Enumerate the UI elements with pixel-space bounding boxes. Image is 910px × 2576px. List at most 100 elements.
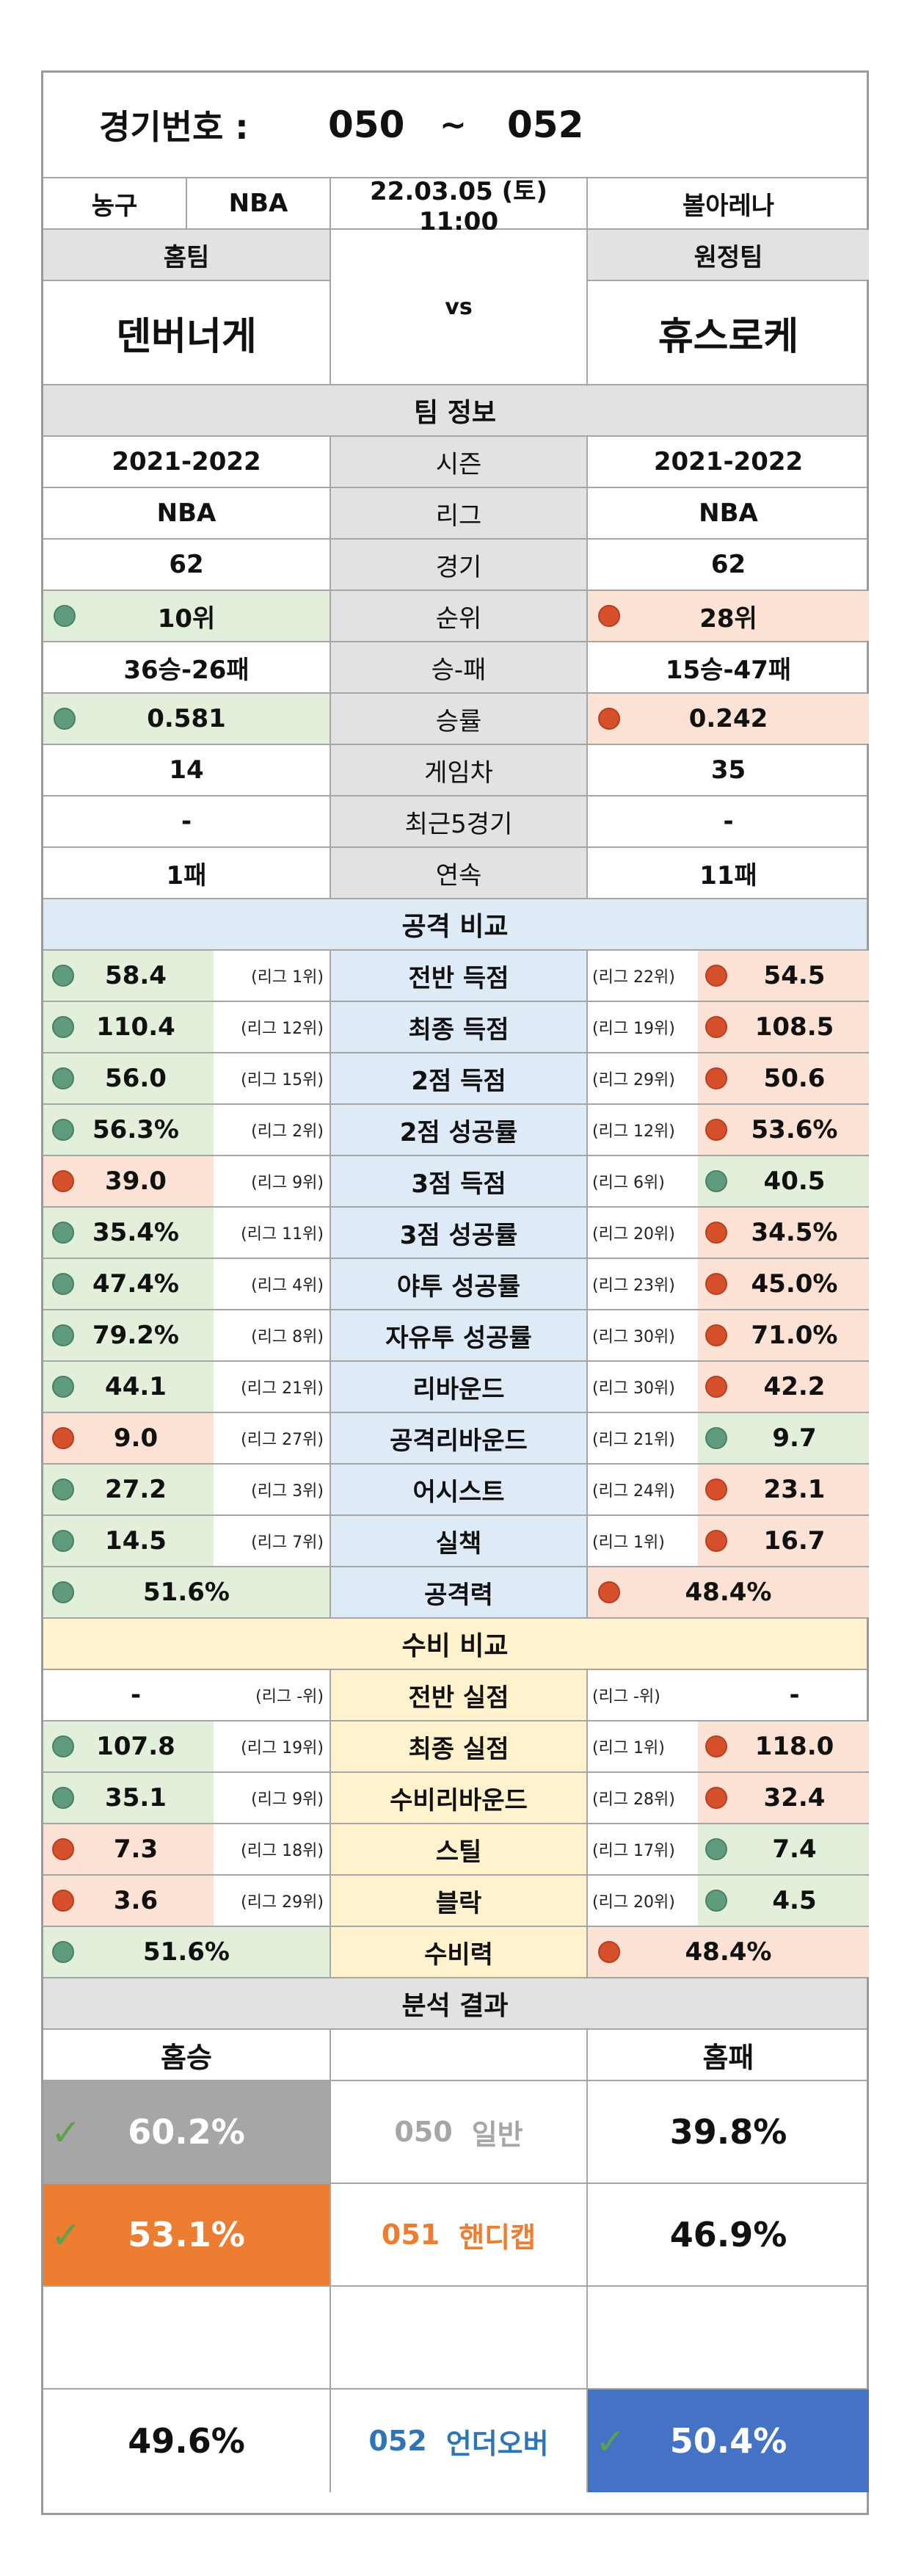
attack-home-rank: (리그 2위) — [214, 1105, 331, 1155]
defense-away-rank: (리그 -위) — [592, 1688, 660, 1706]
attack-total-away: 48.4% — [588, 1567, 869, 1617]
home-indicator-dot — [52, 1890, 74, 1912]
datetime-cell: 22.03.05 (토) 11:00 — [331, 177, 588, 236]
attack-title-row: 공격 비교 — [43, 899, 867, 951]
attack-home-value: 35.4% — [43, 1208, 214, 1258]
analysis-home-percent: 53.1% — [43, 2184, 331, 2285]
away-indicator-dot — [705, 965, 727, 987]
away-indicator-dot — [705, 1324, 727, 1346]
analysis-home-header: 홈승 — [43, 2030, 331, 2080]
team-info-away-value: 11패 — [699, 860, 757, 890]
match-number-header: 경기번호 : 050 ~ 052 — [43, 73, 867, 178]
team-info-away-value: 2021-2022 — [653, 447, 804, 476]
home-team-name: 덴버너게 — [43, 281, 331, 384]
attack-away-value: 71.0% — [698, 1310, 869, 1360]
home-indicator-dot — [52, 1941, 74, 1963]
defense-title: 수비 비교 — [401, 1631, 509, 1661]
attack-away-rank: (리그 24위) — [592, 1482, 675, 1501]
team-info-label: 순위 — [331, 591, 588, 641]
attack-home-rank: (리그 15위) — [214, 1053, 331, 1103]
away-indicator-dot — [598, 1941, 620, 1963]
defense-home-rank: (리그 18위) — [214, 1824, 331, 1874]
home-indicator-dot — [54, 605, 76, 627]
defense-stat-label: 블락 — [331, 1876, 588, 1926]
attack-stat-row: 14.5 (리그 7위) 실책 (리그 1위) 16.7 — [43, 1516, 869, 1567]
attack-stat-label: 3점 득점 — [331, 1156, 588, 1206]
attack-away-rank: (리그 22위) — [592, 968, 675, 987]
away-indicator-dot — [598, 708, 620, 730]
analysis-spacer-mid — [331, 2287, 588, 2388]
away-team-name: 휴스로케 — [658, 314, 799, 359]
attack-stat-row: 110.4 (리그 12위) 최종 득점 (리그 19위) 108.5 — [43, 1002, 869, 1053]
team-info-label: 승률 — [331, 694, 588, 744]
analysis-bet-name: 언더오버 — [445, 2427, 549, 2460]
attack-home-rank: (리그 8위) — [214, 1310, 331, 1360]
home-indicator-dot — [52, 1170, 74, 1192]
away-indicator-dot — [598, 1581, 620, 1603]
attack-stat-row: 44.1 (리그 21위) 리바운드 (리그 30위) 42.2 — [43, 1362, 869, 1413]
venue-cell: 볼아레나 — [682, 191, 775, 221]
attack-stat-label: 야투 성공률 — [331, 1259, 588, 1309]
attack-home-rank: (리그 4위) — [214, 1259, 331, 1309]
attack-home-rank: (리그 7위) — [214, 1516, 331, 1566]
away-indicator-dot — [705, 1479, 727, 1501]
home-indicator-dot — [52, 1016, 74, 1038]
analysis-result-row: 49.6% 052 언더오버 50.4% ✓ — [43, 2390, 869, 2492]
analysis-spacer-away — [588, 2287, 869, 2388]
defense-stat-label: 수비리바운드 — [331, 1773, 588, 1823]
away-team-label: 원정팀 — [588, 230, 869, 280]
attack-stat-label: 실책 — [331, 1516, 588, 1566]
match-number-from: 050 — [328, 104, 405, 146]
analysis-bet-type: 050 일반 — [331, 2081, 588, 2183]
team-info-away-value: 62 — [710, 550, 746, 579]
check-icon: ✓ — [595, 2420, 626, 2463]
attack-away-rank: (리그 1위) — [592, 1534, 665, 1552]
home-indicator-dot — [52, 1787, 74, 1809]
defense-away-value: - — [789, 1680, 800, 1710]
defense-home-rank: (리그 9위) — [214, 1773, 331, 1823]
attack-stat-row: 58.4 (리그 1위) 전반 득점 (리그 22위) 54.5 — [43, 951, 869, 1002]
home-indicator-dot — [52, 1376, 74, 1398]
away-indicator-dot — [705, 1890, 727, 1912]
away-indicator-dot — [705, 1787, 727, 1809]
attack-home-rank: (리그 21위) — [214, 1362, 331, 1412]
analysis-away-percent: 46.9% — [669, 2215, 787, 2254]
team-info-away-value: 35 — [710, 755, 746, 785]
defense-total-away: 48.4% — [588, 1927, 869, 1977]
attack-home-rank: (리그 12위) — [214, 1002, 331, 1052]
analysis-home-percent: 60.2% — [43, 2081, 331, 2183]
match-number-label: 경기번호 : — [99, 107, 249, 147]
home-indicator-dot — [52, 1273, 74, 1295]
attack-stat-label: 전반 득점 — [331, 951, 588, 1001]
defense-away-value: 32.4 — [698, 1773, 869, 1823]
team-info-home-value: 62 — [43, 540, 331, 589]
away-indicator-dot — [705, 1067, 727, 1089]
team-info-label: 승-패 — [331, 642, 588, 692]
attack-title: 공격 비교 — [401, 912, 509, 942]
defense-stat-row: 35.1 (리그 9위) 수비리바운드 (리그 28위) 32.4 — [43, 1773, 869, 1824]
analysis-result-row: 60.2% 050 일반 39.8% ✓ — [43, 2081, 867, 2184]
home-indicator-dot — [52, 1222, 74, 1244]
team-info-away-value: 28위 — [588, 591, 869, 641]
attack-home-rank: (리그 3위) — [214, 1465, 331, 1514]
team-info-home-value: 14 — [43, 745, 331, 795]
analysis-blank-header — [331, 2030, 588, 2080]
defense-home-rank: (리그 29위) — [214, 1876, 331, 1926]
team-info-row: 14 게임차 35 — [43, 745, 867, 797]
team-info-label: 게임차 — [331, 745, 588, 795]
home-indicator-dot — [52, 1530, 74, 1552]
home-indicator-dot — [52, 1838, 74, 1860]
analysis-bet-name: 일반 — [471, 2118, 523, 2151]
analysis-bet-code: 051 — [381, 2218, 440, 2251]
team-info-home-value: 36승-26패 — [43, 642, 331, 692]
attack-away-rank: (리그 19위) — [592, 1020, 675, 1038]
attack-stat-label: 최종 득점 — [331, 1002, 588, 1052]
attack-away-rank: (리그 29위) — [592, 1071, 675, 1089]
attack-stat-row: 35.4% (리그 11위) 3점 성공률 (리그 20위) 34.5% — [43, 1208, 869, 1259]
attack-away-rank: (리그 23위) — [592, 1277, 675, 1295]
defense-stat-row: - (리그 -위) 전반 실점 (리그 -위) - — [43, 1670, 867, 1721]
defense-total-row: 51.6% 수비력 48.4% — [43, 1927, 869, 1978]
analysis-title-row: 분석 결과 — [43, 1978, 867, 2030]
defense-stat-row: 107.8 (리그 19위) 최종 실점 (리그 1위) 118.0 — [43, 1721, 869, 1773]
home-indicator-dot — [52, 1427, 74, 1449]
